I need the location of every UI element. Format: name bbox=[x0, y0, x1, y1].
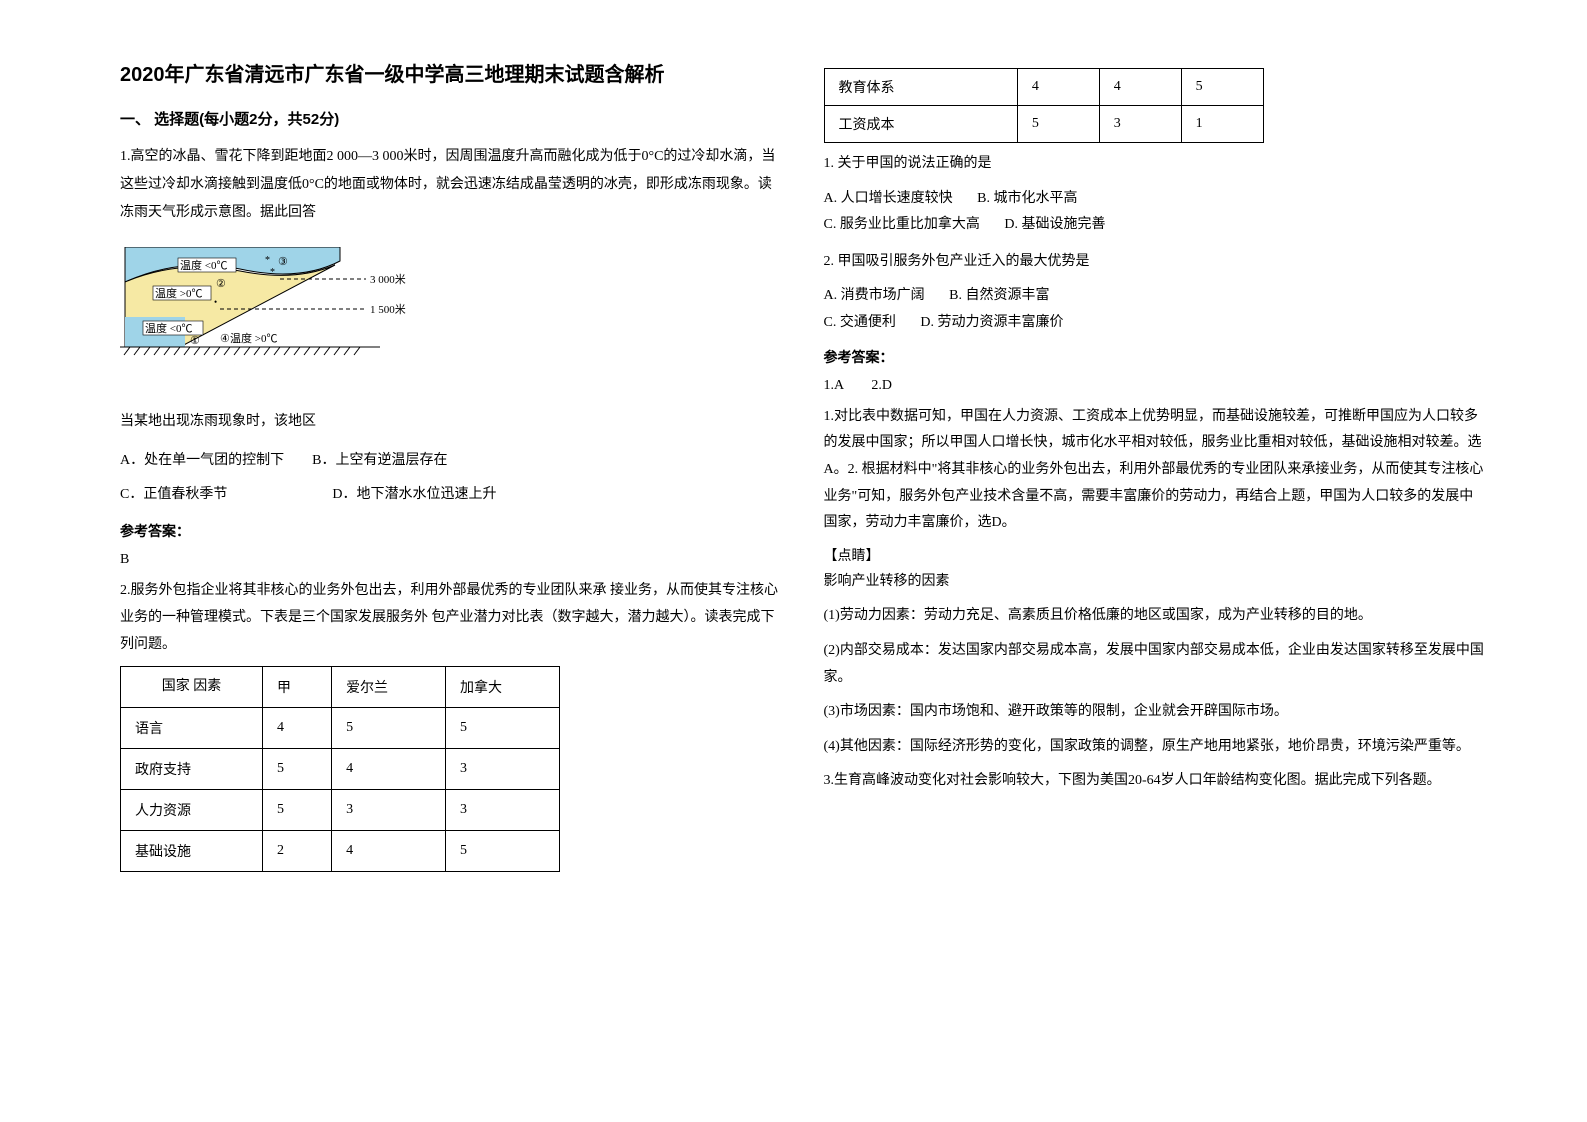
q1-options: A．处在单一气团的控制下 B．上空有逆温层存在 C．正值春秋季节 D．地下潜水水… bbox=[120, 444, 784, 511]
q1-opt-a: A．处在单一气团的控制下 bbox=[120, 453, 284, 468]
cell: 3 bbox=[1099, 106, 1181, 143]
q2-opts2: A. 消费市场广阔 B. 自然资源丰富 C. 交通便利 D. 劳动力资源丰富廉价 bbox=[824, 283, 1488, 336]
q2-2-opt-c: C. 交通便利 bbox=[824, 315, 896, 330]
cell: 5 bbox=[1017, 106, 1099, 143]
q1-stem: 1.高空的冰晶、雪花下降到距地面2 000—3 000米时，因周围温度升高而融化… bbox=[120, 143, 784, 227]
svg-text:温度 <0℃: 温度 <0℃ bbox=[145, 321, 192, 335]
point-2: (2)内部交易成本：发达国家内部交易成本高，发展中国家内部交易成本低，企业由发达… bbox=[824, 638, 1488, 691]
cell: 2 bbox=[263, 831, 332, 872]
svg-text:温度 <0℃: 温度 <0℃ bbox=[180, 258, 227, 272]
svg-text:1 500米: 1 500米 bbox=[370, 303, 406, 316]
row-hr-label: 人力资源 bbox=[121, 790, 263, 831]
q2-1-opt-b: B. 城市化水平高 bbox=[977, 191, 1077, 206]
svg-text:②: ② bbox=[216, 278, 226, 290]
row-gov-label: 政府支持 bbox=[121, 749, 263, 790]
q1-answer: B bbox=[120, 547, 784, 572]
svg-text:温度 >0℃: 温度 >0℃ bbox=[155, 286, 202, 300]
section-heading: 一、 选择题(每小题2分，共52分) bbox=[120, 108, 784, 129]
cell: 4 bbox=[332, 749, 446, 790]
q2-sub1: 1. 关于甲国的说法正确的是 bbox=[824, 151, 1488, 178]
q2-2-opt-b: B. 自然资源丰富 bbox=[949, 288, 1049, 303]
cell: 5 bbox=[1181, 69, 1263, 106]
q2-answer-head: 参考答案： bbox=[824, 347, 1488, 367]
q2-1-opt-d: D. 基础设施完善 bbox=[1004, 217, 1105, 232]
cell: 4 bbox=[263, 708, 332, 749]
right-column: 教育体系 4 4 5 工资成本 5 3 1 1. 关于甲国的说法正确的是 A. … bbox=[804, 60, 1508, 1082]
svg-text:④: ④ bbox=[220, 333, 230, 345]
point-1: (1)劳动力因素：劳动力充足、高素质且价格低廉的地区或国家，成为产业转移的目的地… bbox=[824, 603, 1488, 630]
q2-1-opt-c: C. 服务业比重比加拿大高 bbox=[824, 217, 980, 232]
svg-text:③: ③ bbox=[278, 256, 288, 268]
left-column: 2020年广东省清远市广东省一级中学高三地理期末试题含解析 一、 选择题(每小题… bbox=[100, 60, 804, 1082]
freezing-rain-diagram: * * • • 温度 <0℃ 温度 >0℃ 温度 <0℃ 温度 >0℃ 3 00… bbox=[120, 247, 420, 387]
cell: 5 bbox=[263, 790, 332, 831]
row-infra-label: 基础设施 bbox=[121, 831, 263, 872]
row-edu-label: 教育体系 bbox=[824, 69, 1017, 106]
cell: 4 bbox=[1099, 69, 1181, 106]
cell: 3 bbox=[446, 790, 560, 831]
q1-opt-d: D．地下潜水水位迅速上升 bbox=[332, 487, 496, 502]
row-lang-label: 语言 bbox=[121, 708, 263, 749]
table-head-factor: 国家 因素 bbox=[121, 667, 263, 708]
q2-table-part2: 教育体系 4 4 5 工资成本 5 3 1 bbox=[824, 68, 1264, 143]
row-wage-label: 工资成本 bbox=[824, 106, 1017, 143]
q2-sub2: 2. 甲国吸引服务外包产业迁入的最大优势是 bbox=[824, 249, 1488, 276]
q2-2-opt-a: A. 消费市场广阔 bbox=[824, 288, 925, 303]
point-head: 【点睛】 bbox=[824, 545, 1488, 565]
svg-text:①: ① bbox=[190, 335, 200, 347]
cell: 3 bbox=[332, 790, 446, 831]
cell: 5 bbox=[332, 708, 446, 749]
q2-2-opt-d: D. 劳动力资源丰富廉价 bbox=[920, 315, 1063, 330]
point-3: (3)市场因素：国内市场饱和、避开政策等的限制，企业就会开辟国际市场。 bbox=[824, 699, 1488, 726]
q1-answer-head: 参考答案： bbox=[120, 521, 784, 541]
cell: 1 bbox=[1181, 106, 1263, 143]
q1-opt-c: C．正值春秋季节 bbox=[120, 487, 227, 502]
table-head-jia: 甲 bbox=[263, 667, 332, 708]
q2-opts1: A. 人口增长速度较快 B. 城市化水平高 C. 服务业比重比加拿大高 D. 基… bbox=[824, 186, 1488, 239]
q2-1-opt-a: A. 人口增长速度较快 bbox=[824, 191, 953, 206]
svg-text:*: * bbox=[265, 255, 270, 266]
cell: 5 bbox=[446, 708, 560, 749]
q2-table-part1: 国家 因素 甲 爱尔兰 加拿大 语言 4 5 5 政府支持 5 4 3 人力资源… bbox=[120, 666, 560, 872]
table-head-can: 加拿大 bbox=[446, 667, 560, 708]
q2-answers: 1.A 2.D bbox=[824, 373, 1488, 398]
svg-text:3 000米: 3 000米 bbox=[370, 273, 406, 286]
point-4: (4)其他因素：国际经济形势的变化，国家政策的调整，原生产地用地紧张，地价昂贵，… bbox=[824, 734, 1488, 761]
cell: 3 bbox=[446, 749, 560, 790]
q1-sub: 当某地出现冻雨现象时，该地区 bbox=[120, 408, 784, 436]
cell: 4 bbox=[332, 831, 446, 872]
point-sub: 影响产业转移的因素 bbox=[824, 569, 1488, 596]
svg-text:温度 >0℃: 温度 >0℃ bbox=[230, 331, 277, 345]
q3-stem: 3.生育高峰波动变化对社会影响较大，下图为美国20-64岁人口年龄结构变化图。据… bbox=[824, 768, 1488, 795]
q1-opt-b: B．上空有逆温层存在 bbox=[312, 453, 447, 468]
q2-stem: 2.服务外包指企业将其非核心的业务外包出去，利用外部最优秀的专业团队来承 接业务… bbox=[120, 578, 784, 658]
svg-text:*: * bbox=[270, 267, 275, 278]
page-title: 2020年广东省清远市广东省一级中学高三地理期末试题含解析 bbox=[120, 60, 784, 90]
svg-text:•: • bbox=[214, 297, 217, 307]
table-head-ire: 爱尔兰 bbox=[332, 667, 446, 708]
q2-explanation: 1.对比表中数据可知，甲国在人力资源、工资成本上优势明显，而基础设施较差，可推断… bbox=[824, 404, 1488, 537]
cell: 5 bbox=[446, 831, 560, 872]
cell: 4 bbox=[1017, 69, 1099, 106]
cell: 5 bbox=[263, 749, 332, 790]
